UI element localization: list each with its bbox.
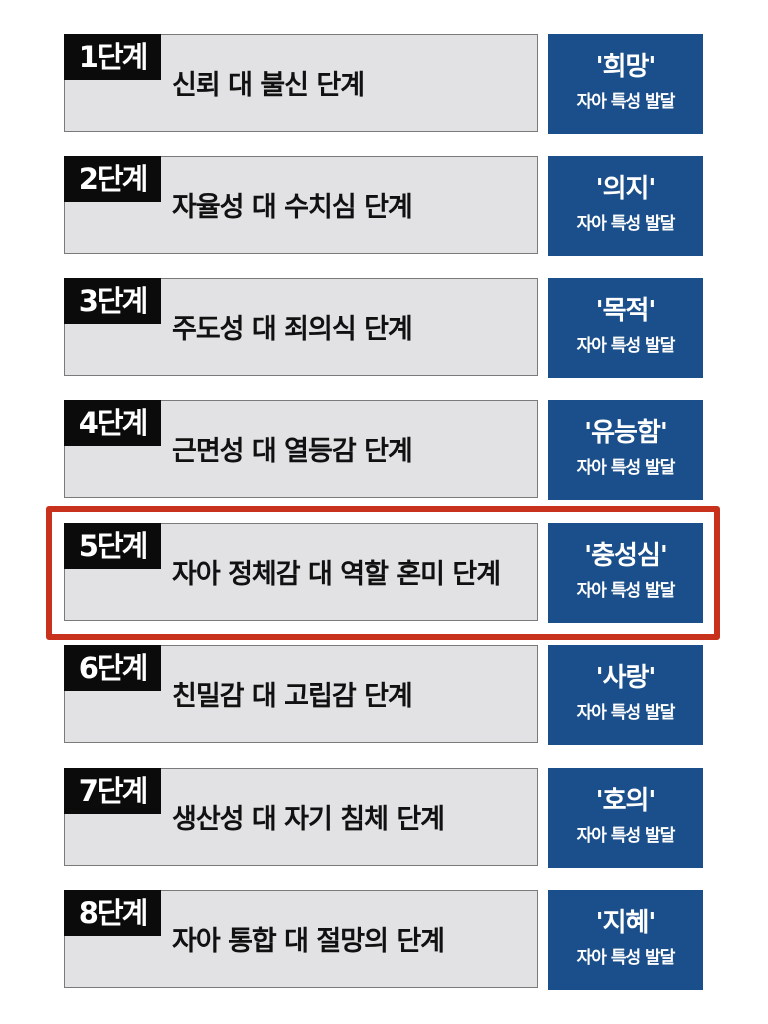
virtue-caption: 자아 특성 발달 [576, 336, 676, 356]
stage-row: 4단계 근면성 대 열등감 단계 '유능함' 자아 특성 발달 [0, 400, 768, 500]
virtue-name: '의지' [595, 174, 657, 204]
virtue-box: '유능함' 자아 특성 발달 [548, 400, 703, 500]
stage-label: 생산성 대 자기 침체 단계 [172, 804, 445, 835]
stage-label: 신뢰 대 불신 단계 [172, 70, 365, 101]
virtue-box: '목적' 자아 특성 발달 [548, 278, 703, 378]
stage-tag: 8단계 [64, 890, 161, 936]
stage-tag: 6단계 [64, 645, 161, 691]
virtue-name: '충성심' [584, 541, 668, 571]
stage-tag: 1단계 [64, 34, 161, 80]
virtue-box: '의지' 자아 특성 발달 [548, 156, 703, 256]
stage-row: 5단계 자아 정체감 대 역할 혼미 단계 '충성심' 자아 특성 발달 [0, 523, 768, 623]
stage-label: 주도성 대 죄의식 단계 [172, 314, 413, 345]
virtue-caption: 자아 특성 발달 [576, 92, 676, 112]
virtue-name: '희망' [595, 52, 657, 82]
virtue-caption: 자아 특성 발달 [576, 703, 676, 723]
stage-row: 8단계 자아 통합 대 절망의 단계 '지혜' 자아 특성 발달 [0, 890, 768, 990]
virtue-caption: 자아 특성 발달 [576, 826, 676, 846]
virtue-box: '호의' 자아 특성 발달 [548, 768, 703, 868]
virtue-caption: 자아 특성 발달 [576, 458, 676, 478]
stage-tag: 4단계 [64, 400, 161, 446]
stage-row: 3단계 주도성 대 죄의식 단계 '목적' 자아 특성 발달 [0, 278, 768, 378]
virtue-box: '충성심' 자아 특성 발달 [548, 523, 703, 623]
virtue-box: '희망' 자아 특성 발달 [548, 34, 703, 134]
virtue-name: '유능함' [584, 418, 668, 448]
stage-tag: 5단계 [64, 523, 161, 569]
virtue-box: '사랑' 자아 특성 발달 [548, 645, 703, 745]
stage-row: 2단계 자율성 대 수치심 단계 '의지' 자아 특성 발달 [0, 156, 768, 256]
virtue-name: '목적' [595, 296, 657, 326]
stage-label: 근면성 대 열등감 단계 [172, 436, 413, 467]
stage-label: 자아 통합 대 절망의 단계 [172, 926, 445, 957]
virtue-box: '지혜' 자아 특성 발달 [548, 890, 703, 990]
virtue-caption: 자아 특성 발달 [576, 948, 676, 968]
stage-label: 자아 정체감 대 역할 혼미 단계 [172, 559, 501, 590]
highlight-frame [46, 506, 720, 640]
stage-row: 1단계 신뢰 대 불신 단계 '희망' 자아 특성 발달 [0, 34, 768, 134]
stage-label: 친밀감 대 고립감 단계 [172, 681, 413, 712]
virtue-caption: 자아 특성 발달 [576, 581, 676, 601]
virtue-name: '지혜' [595, 908, 657, 938]
stage-tag: 3단계 [64, 278, 161, 324]
stage-row: 7단계 생산성 대 자기 침체 단계 '호의' 자아 특성 발달 [0, 768, 768, 868]
stage-row: 6단계 친밀감 대 고립감 단계 '사랑' 자아 특성 발달 [0, 645, 768, 745]
stage-tag: 2단계 [64, 156, 161, 202]
virtue-name: '호의' [595, 786, 657, 816]
stage-tag: 7단계 [64, 768, 161, 814]
virtue-name: '사랑' [595, 663, 657, 693]
virtue-caption: 자아 특성 발달 [576, 214, 676, 234]
stage-label: 자율성 대 수치심 단계 [172, 192, 413, 223]
